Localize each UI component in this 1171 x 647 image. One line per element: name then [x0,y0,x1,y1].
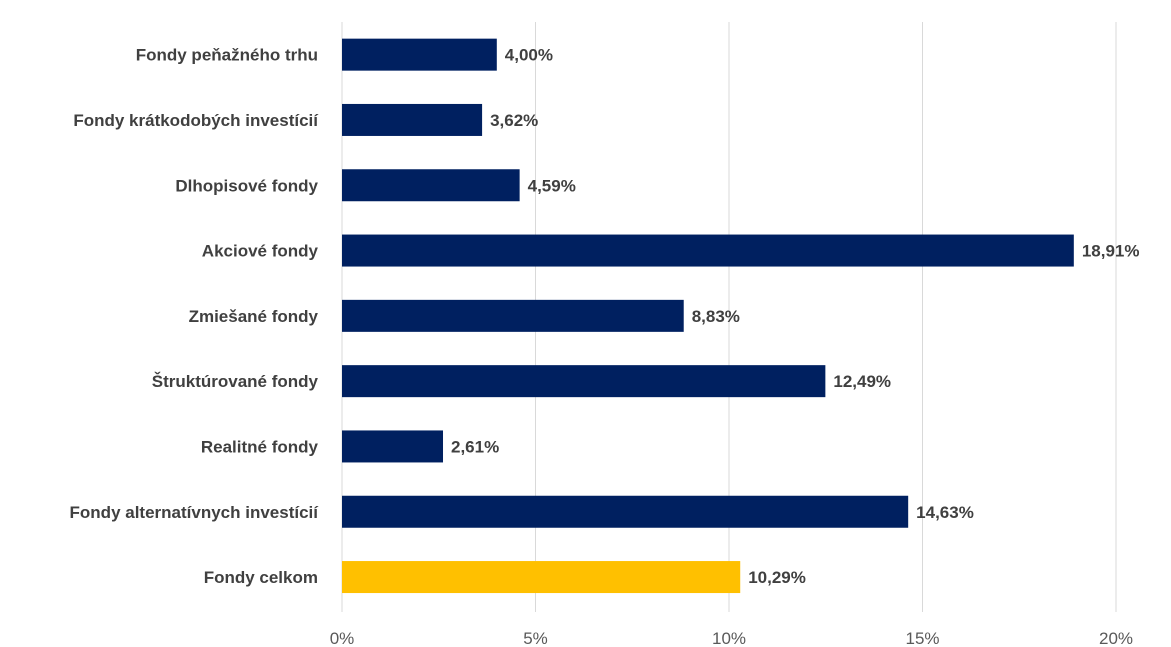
value-label: 12,49% [833,372,891,391]
x-tick-label: 5% [523,629,548,647]
value-label: 8,83% [692,307,740,326]
category-label: Fondy celkom [204,568,318,587]
value-label: 4,00% [505,46,553,65]
value-label: 4,59% [528,176,576,195]
bar-realitne-fondy [342,430,444,463]
x-axis-tick-labels: 0% 5% 10% 15% 20% [330,629,1133,647]
x-tick-label: 15% [905,629,939,647]
bar-dlhopisove-fondy [342,169,520,202]
value-labels: 4,00% 3,62% 4,59% 18,91% 8,83% 12,49% 2,61% 14,… [451,46,1139,587]
category-label: Fondy peňažného trhu [136,46,318,65]
bar-fondy-kratkodobych-investicii [342,103,483,136]
bar-fondy-celkom [342,561,741,594]
x-tick-label: 20% [1099,629,1133,647]
bars [342,38,1074,594]
value-label: 2,61% [451,437,499,456]
bar-fondy-alternativnych-investicii [342,495,909,528]
value-label: 3,62% [490,111,538,130]
bar-akciove-fondy [342,234,1074,267]
value-label: 18,91% [1082,242,1140,261]
x-tick-label: 10% [712,629,746,647]
bar-strukturovane-fondy [342,365,826,398]
category-label: Fondy krátkodobých investícií [73,111,319,130]
bar-zmiesane-fondy [342,299,684,332]
x-tick-label: 0% [330,629,355,647]
bar-fondy-penazneho-trhu [342,38,497,71]
value-label: 10,29% [748,568,806,587]
value-label: 14,63% [916,503,974,522]
category-labels: Fondy peňažného trhu Fondy krátkodobých i… [70,46,320,587]
category-label: Realitné fondy [201,437,319,456]
category-label: Akciové fondy [202,242,319,261]
category-label: Dlhopisové fondy [175,176,318,195]
category-label: Zmiešané fondy [189,307,319,326]
category-label: Štruktúrované fondy [152,372,319,391]
category-label: Fondy alternatívnych investícií [70,503,320,522]
